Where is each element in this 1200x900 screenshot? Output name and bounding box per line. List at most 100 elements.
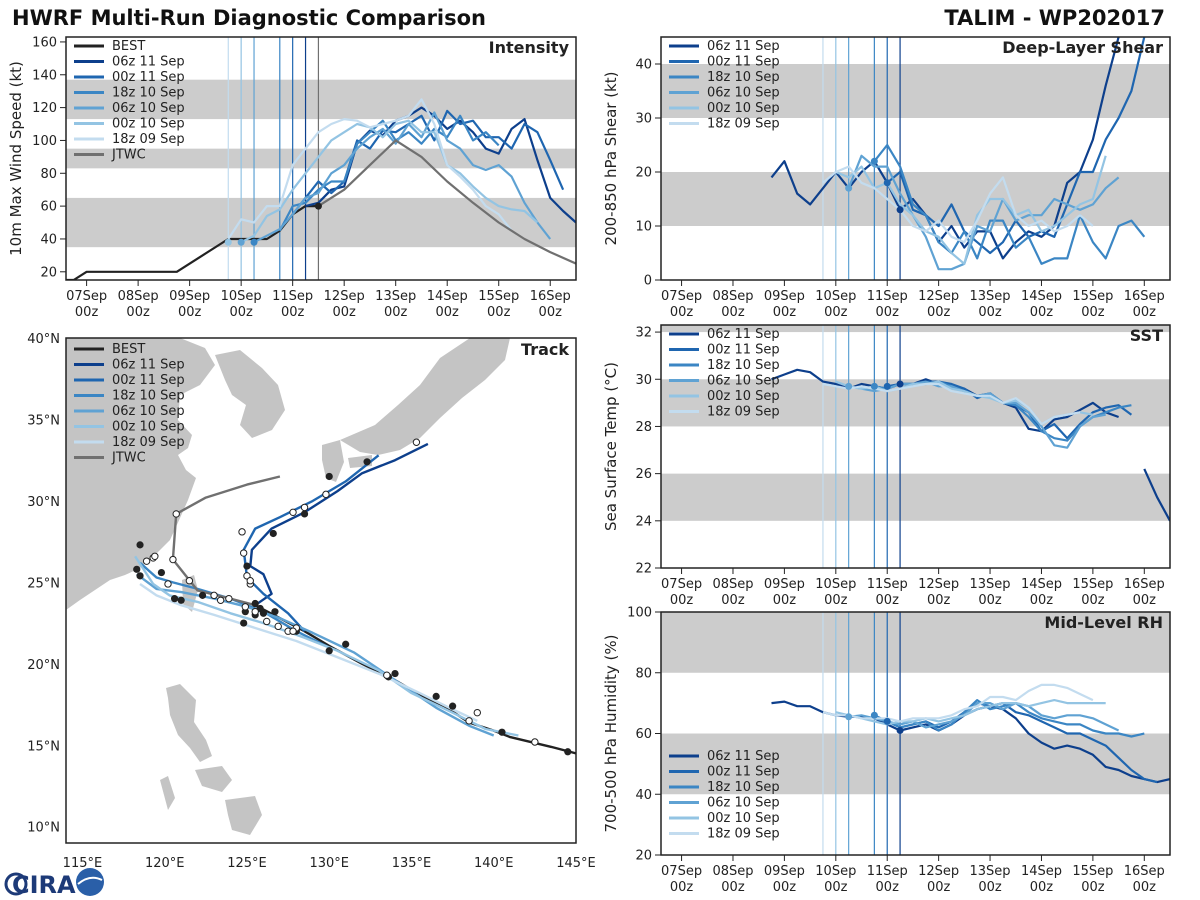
track-point-open — [322, 490, 330, 499]
rh-xtick-label: 07Sep — [661, 864, 702, 879]
rh-ylabel: 700-500 hPa Humidity (%) — [602, 634, 620, 832]
intensity-xtick-label: 13Sep — [375, 289, 416, 304]
sst-ytick-label: 22 — [635, 562, 652, 577]
rh-legend-label: 18z 09 Sep — [707, 827, 780, 842]
rh-xtick-label: 08Sep — [712, 864, 753, 879]
track-point-open — [531, 738, 539, 746]
rh-panel-title: Mid-Level RH — [1044, 613, 1163, 632]
intensity-xtick-sublabel: 00z — [487, 305, 511, 320]
track-point-filled — [157, 568, 166, 577]
sst-xtick-label: 16Sep — [1124, 577, 1165, 592]
cira-logo-ring — [4, 872, 28, 896]
shear-xtick-sublabel: 00z — [721, 305, 745, 320]
track-point-open — [289, 627, 297, 635]
track-point-filled — [170, 595, 179, 603]
rh-ytick-label: 80 — [635, 666, 652, 681]
shear-xtick-label: 10Sep — [815, 289, 856, 304]
track-point-open — [383, 671, 391, 679]
track-lon-label: 120°E — [145, 856, 185, 871]
sst-xtick-sublabel: 00z — [1030, 593, 1054, 608]
sst-xtick-label: 07Sep — [661, 577, 702, 592]
intensity-legend-label: 18z 09 Sep — [112, 132, 185, 147]
track-point-filled — [251, 599, 259, 608]
intensity-xtick-label: 11Sep — [272, 289, 313, 304]
land-korea — [215, 350, 285, 438]
rh-band — [661, 612, 1170, 673]
shear-ytick-label: 30 — [635, 112, 652, 127]
cira-logo-swirl-icon — [77, 876, 103, 885]
track-point-filled — [498, 728, 506, 736]
track-lat-label: 40°N — [27, 332, 60, 347]
intensity-ytick-label: 140 — [32, 68, 57, 83]
intensity-xtick-sublabel: 00z — [178, 305, 202, 320]
sst-ytick-label: 32 — [635, 326, 652, 341]
track-map-frame — [65, 337, 577, 844]
track-point-open — [210, 591, 218, 600]
shear-xtick-sublabel: 00z — [824, 305, 848, 320]
shear-xtick-sublabel: 00z — [773, 305, 797, 320]
track-point-open — [246, 577, 254, 585]
rh-marker — [845, 713, 853, 721]
track-point-open — [142, 557, 151, 565]
land-visayas — [195, 766, 232, 792]
rh-ytick-label: 20 — [635, 849, 652, 864]
sst-series-06z-11-sep-late — [1143, 468, 1170, 522]
shear-series-18z-10-sep — [873, 143, 1146, 265]
sst-xtick-sublabel: 00z — [1081, 593, 1105, 608]
intensity-xtick-sublabel: 00z — [229, 305, 253, 320]
land-china — [66, 338, 215, 610]
track-point-open — [172, 510, 180, 518]
shear-band — [661, 64, 1170, 118]
rh-series-00z-10-sep — [835, 698, 1106, 726]
cira-logo: CIRA — [4, 868, 104, 899]
track-point-filled — [325, 472, 333, 481]
sst-xtick-label: 09Sep — [764, 577, 805, 592]
sst-ytick-label: 30 — [635, 373, 652, 388]
rh-xtick-label: 14Sep — [1021, 864, 1062, 879]
track-point-open — [164, 580, 172, 588]
storm-id-title: TALIM - WP202017 — [944, 6, 1165, 30]
sst-legend-label: 00z 11 Sep — [707, 343, 780, 358]
shear-series-00z-10-sep — [835, 155, 1107, 265]
rh-legend-label: 06z 11 Sep — [707, 749, 780, 764]
shear-xtick-label: 12Sep — [918, 289, 959, 304]
track-panel-title: Track — [521, 340, 569, 359]
sst-xtick-sublabel: 00z — [927, 593, 951, 608]
track-point-filled — [269, 529, 277, 538]
sst-series-18z-09-sep — [822, 382, 1081, 426]
intensity-legend-label: 06z 11 Sep — [112, 55, 185, 70]
track-point-filled — [240, 619, 248, 627]
track-00z-10-sep — [134, 555, 519, 737]
rh-xtick-sublabel: 00z — [670, 880, 694, 895]
land-japan-kyushu — [322, 440, 344, 482]
track-lon-label: 140°E — [474, 856, 514, 871]
intensity-xtick-sublabel: 00z — [539, 305, 563, 320]
intensity-ylabel: 10m Max Wind Speed (kt) — [7, 61, 25, 256]
track-lon-label: 125°E — [227, 856, 267, 871]
intensity-xtick-sublabel: 00z — [332, 305, 356, 320]
track-point-open — [151, 552, 159, 560]
shear-ytick-label: 40 — [635, 58, 652, 73]
shear-ytick-label: 10 — [635, 220, 652, 235]
track-legend-label: 06z 11 Sep — [112, 358, 185, 373]
land-luzon — [166, 684, 212, 762]
intensity-xtick-label: 09Sep — [169, 289, 210, 304]
sst-xtick-sublabel: 00z — [824, 593, 848, 608]
sst-ytick-label: 26 — [635, 467, 652, 482]
track-lat-label: 20°N — [27, 658, 60, 673]
track-legend-label: 18z 09 Sep — [112, 435, 185, 450]
sst-ytick-label: 24 — [635, 514, 652, 529]
shear-xtick-sublabel: 00z — [1081, 305, 1105, 320]
track-lon-label: 115°E — [63, 856, 103, 871]
track-lat-label: 25°N — [27, 576, 60, 591]
rh-series-00z-11-sep — [886, 701, 1158, 784]
intensity-xtick-label: 12Sep — [324, 289, 365, 304]
track-point-open — [241, 603, 250, 611]
rh-xtick-sublabel: 00z — [927, 880, 951, 895]
rh-marker — [896, 726, 904, 734]
track-lat-label: 30°N — [27, 495, 60, 510]
sst-xtick-label: 14Sep — [1021, 577, 1062, 592]
cira-logo-text: CIRA — [12, 871, 76, 899]
intensity-legend-label: JTWC — [111, 148, 146, 163]
